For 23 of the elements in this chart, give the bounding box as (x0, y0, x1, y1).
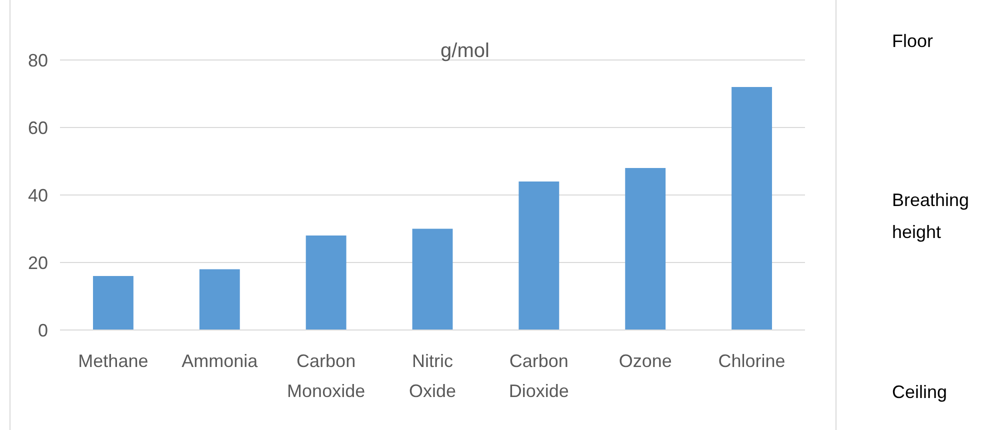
text: Breathing height (892, 190, 970, 242)
x-tick-label: Ammonia (182, 351, 259, 371)
x-tick-label: Carbon Monoxide (287, 351, 366, 401)
x-tick-label: Ozone (618, 351, 672, 371)
x-tick-label: Methane (78, 351, 148, 371)
y-tick-label: 20 (28, 252, 48, 273)
y-tick-label: 40 (28, 185, 48, 206)
text: Floor (892, 31, 934, 51)
y-tick-label: 0 (38, 320, 48, 340)
bar (92, 276, 134, 330)
bar (518, 182, 560, 330)
text: Ceiling (892, 382, 948, 402)
x-tick-label: Chlorine (718, 351, 786, 371)
x-tick-label: Nitric Oxide (408, 351, 456, 401)
bar (306, 236, 346, 330)
chart-title: g/mol (440, 40, 490, 62)
bar (625, 168, 666, 330)
bar (732, 87, 772, 330)
x-tick-label: Carbon Dioxide (508, 351, 569, 401)
y-tick-label: 60 (28, 118, 48, 138)
bar (412, 228, 453, 330)
bar (199, 269, 240, 330)
y-tick-label: 80 (28, 50, 48, 70)
